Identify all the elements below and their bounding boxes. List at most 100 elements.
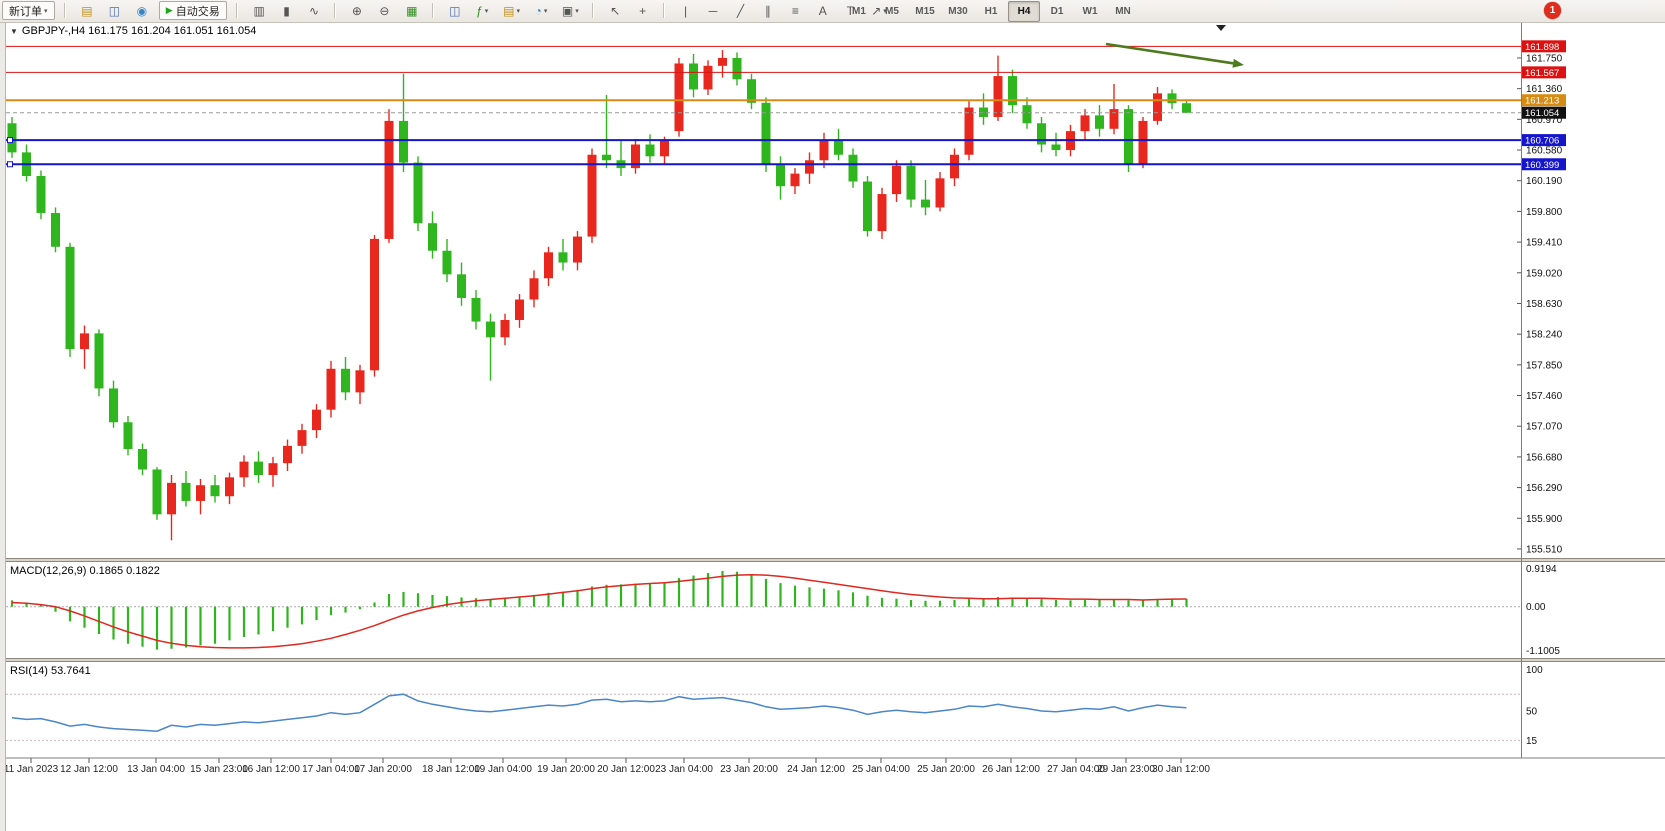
time-axis-label: 30 Jan 12:00 [1152, 764, 1210, 775]
arrow-annotation-head[interactable] [1232, 58, 1244, 68]
time-axis[interactable]: 11 Jan 2023 12 Jan 12:00 13 Jan 04:00 15 Ja… [6, 758, 1210, 775]
bid-price-tag[interactable] [1522, 106, 1566, 119]
line-chart-icon[interactable]: ∿ [304, 1, 325, 20]
macd-histogram [10, 570, 1188, 650]
price-level-tag-160.399-text: 160.399 [1525, 160, 1559, 171]
market-watch-icon[interactable]: ▤ [76, 1, 97, 20]
price-chart[interactable]: 11 Jan 2023 12 Jan 12:00 13 Jan 04:00 15 Ja… [6, 22, 1665, 831]
chevron-down-icon: ▾ [516, 7, 520, 15]
timeframe-button-M5[interactable]: M5 [885, 6, 899, 17]
line-anchor-handle[interactable] [7, 137, 13, 144]
panel-splitter[interactable] [6, 558, 1665, 562]
price-level-tag-161.213[interactable] [1522, 94, 1566, 107]
arrange-charts-icon[interactable]: ◫ [444, 1, 465, 20]
price-axis-label: 160.580 [1526, 146, 1563, 157]
fibonacci-icon[interactable]: ≡ [785, 1, 806, 20]
zoom-out-icon[interactable]: ⊖ [374, 1, 395, 20]
chart-window-icon[interactable]: ◫ [104, 1, 125, 20]
price-level-tag-161.567-text: 161.567 [1525, 68, 1559, 79]
time-axis-label: 23 Jan 20:00 [720, 764, 778, 775]
horizontal-line-icon[interactable]: ─ [702, 1, 723, 20]
bid-price-tag-text: 161.054 [1525, 108, 1559, 119]
text-label-icon[interactable]: T [840, 1, 861, 20]
price-axis-label: 161.750 [1526, 53, 1563, 64]
time-axis-label: 25 Jan 20:00 [917, 764, 975, 775]
price-axis-label: 156.680 [1526, 452, 1563, 463]
expander-icon[interactable]: ▼ [10, 27, 18, 36]
timeframe-toolbar: M1 M5 M15 M30 H1 H4 D1 W1 MN [843, 1, 1140, 22]
price-axis-label: 159.020 [1526, 268, 1563, 279]
arrows-icon[interactable]: ↗ ▾ [867, 1, 891, 20]
toolbar-separator [592, 3, 595, 18]
trendline-icon[interactable]: ╱ [730, 1, 751, 20]
zoom-in-icon[interactable]: ⊕ [346, 1, 367, 20]
equidistant-channel-icon[interactable]: ∥ [757, 1, 778, 20]
arrow-annotation[interactable] [1105, 42, 1234, 65]
chevron-down-icon: ▾ [484, 7, 489, 15]
new-order-label: 新订单 [9, 5, 42, 18]
timeframe-button-H1[interactable]: H1 [984, 6, 998, 17]
indicators-icon[interactable]: ƒ ▾ [472, 1, 493, 20]
chevron-down-icon: ▾ [575, 7, 579, 15]
candles-layer [7, 50, 1191, 541]
new-chart-icon[interactable]: ▤ ▾ [499, 1, 524, 20]
price-axis-label: 157.850 [1526, 360, 1563, 371]
time-axis-label: 19 Jan 04:00 [474, 764, 532, 775]
template-icon[interactable]: ▣ ▾ [558, 1, 583, 20]
timeframe-button-W1[interactable]: W1 [1082, 6, 1098, 17]
time-axis-label: 20 Jan 12:00 [597, 764, 655, 775]
auto-trading-label: 自动交易 [175, 5, 220, 18]
chart-window[interactable]: 11 Jan 2023 12 Jan 12:00 13 Jan 04:00 15 Ja… [5, 22, 1665, 831]
time-axis-label: 16 Jan 12:00 [242, 764, 300, 775]
macd-axis-label: 0.9194 [1526, 564, 1557, 575]
bar-chart-icon[interactable]: ▥ [249, 1, 270, 20]
toolbar-separator [431, 3, 434, 18]
price-axis-label: 156.290 [1526, 483, 1563, 494]
timeframe-button-M15[interactable]: M15 [915, 6, 935, 17]
price-level-tag-160.399[interactable] [1522, 158, 1566, 171]
time-axis-label: 27 Jan 04:00 [1047, 764, 1105, 775]
period-clock-icon[interactable]: ◔ ▾ [530, 1, 551, 20]
text-icon[interactable]: A [812, 1, 833, 20]
auto-trading-button[interactable]: ▶ 自动交易 [158, 1, 227, 20]
rsi-axis-label: 15 [1526, 736, 1538, 747]
line-anchor-handle[interactable] [7, 161, 13, 168]
price-level-tag-161.898[interactable] [1522, 40, 1566, 53]
terminal-icon[interactable]: ◉ [131, 1, 152, 20]
time-axis-label: 19 Jan 20:00 [537, 764, 595, 775]
price-axis[interactable]: 161.750 161.360 160.970 160.580 160.190 159.8… [1517, 53, 1563, 747]
notifications-badge[interactable]: 1 [1544, 2, 1561, 19]
price-level-tag-160.706[interactable] [1522, 134, 1566, 147]
rsi-line [11, 693, 1187, 732]
timeframe-button-M30[interactable]: M30 [948, 6, 968, 17]
price-level-tag-161.567[interactable] [1522, 66, 1566, 79]
crosshair-icon[interactable]: + [632, 1, 653, 20]
time-axis-label: 25 Jan 04:00 [852, 764, 910, 775]
price-axis-label: 159.800 [1526, 207, 1563, 218]
timeframe-button-MN[interactable]: MN [1115, 6, 1131, 17]
panel-splitter[interactable] [6, 658, 1665, 662]
chevron-down-icon: ▾ [543, 7, 548, 15]
price-axis-label: 159.410 [1526, 238, 1563, 249]
toolbar: 新订单 ▾ ▤ ◫ ◉ ▶ 自动交易 ▥ ▮ ∿ ⊕ ⊖ ▦ ◫ ƒ ▾ ▤ ▾ ◔… [0, 0, 1665, 23]
time-axis-label: 24 Jan 12:00 [787, 764, 845, 775]
price-axis-label: 155.900 [1526, 514, 1563, 525]
price-axis-label: 160.190 [1526, 176, 1563, 187]
new-order-button[interactable]: 新订单 ▾ [2, 1, 55, 20]
timeframe-button-H4[interactable]: H4 [1008, 1, 1040, 22]
candlestick-chart-icon[interactable]: ▮ [276, 1, 297, 20]
price-level-tag-161.213-text: 161.213 [1525, 96, 1559, 107]
time-axis-label: 17 Jan 20:00 [354, 764, 412, 775]
chevron-down-icon: ▾ [44, 7, 48, 15]
time-axis-label: 18 Jan 12:00 [422, 764, 480, 775]
cursor-icon[interactable]: ↖ [605, 1, 626, 20]
timeframe-button-M1[interactable]: M1 [852, 6, 866, 17]
chart-shift-marker[interactable] [1216, 25, 1226, 31]
price-level-tag-160.706-text: 160.706 [1525, 136, 1559, 147]
timeframe-button-D1[interactable]: D1 [1050, 6, 1064, 17]
vertical-line-icon[interactable]: | [675, 1, 696, 20]
price-axis-label: 160.970 [1526, 115, 1563, 126]
time-axis-label: 12 Jan 12:00 [60, 764, 118, 775]
tile-windows-icon[interactable]: ▦ [401, 1, 422, 20]
rsi-axis-label: 100 [1526, 665, 1543, 676]
